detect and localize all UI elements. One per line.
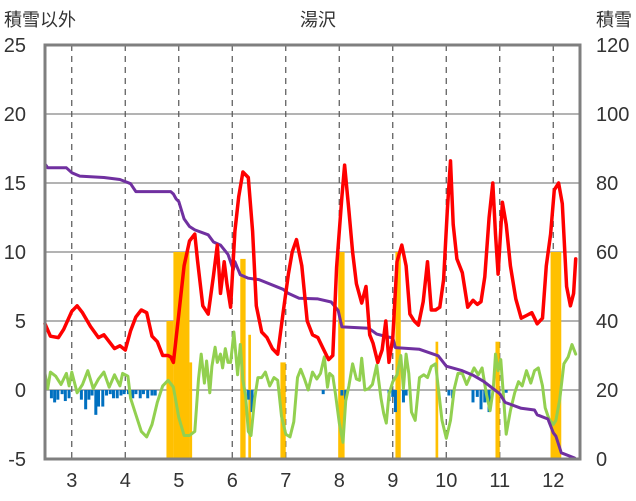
x-tick-label: 4 <box>120 470 131 492</box>
snow-bar <box>435 341 439 459</box>
x-ticks: 3 4 5 6 7 8 9 10 11 12 <box>66 470 564 492</box>
blue-bar <box>105 390 109 396</box>
blue-bar <box>250 390 254 413</box>
blue-bar <box>391 390 395 397</box>
snow-bar <box>395 252 401 459</box>
red-series-line <box>43 159 578 365</box>
blue-bar <box>90 390 94 396</box>
blue-bar <box>153 390 157 396</box>
y-left-tick-label: 10 <box>4 242 26 264</box>
blue-bar <box>122 390 126 395</box>
left-y-ticks: 25 20 15 10 5 0 -5 <box>4 35 26 471</box>
blue-bar <box>67 390 71 399</box>
blue-bar <box>134 390 138 395</box>
snow-bar <box>240 258 246 459</box>
blue-bar <box>94 390 98 415</box>
blue-bar <box>340 390 344 396</box>
left-axis-label: 積雪以外 <box>4 10 76 31</box>
green-series-line <box>43 330 578 444</box>
y-left-tick-label: 20 <box>4 104 26 126</box>
blue-bar <box>101 390 105 407</box>
blue-bar <box>119 390 123 396</box>
y-right-tick-label: 60 <box>596 242 618 264</box>
x-tick-label: 12 <box>542 470 564 492</box>
blue-bar <box>87 390 91 400</box>
blue-bar <box>79 390 83 400</box>
snow-bar <box>166 321 174 459</box>
snow-bar <box>495 341 500 459</box>
blue-bar <box>321 390 325 395</box>
blue-bar <box>56 390 60 400</box>
blue-bar <box>404 390 408 396</box>
snow-bar <box>280 362 286 459</box>
blue-bar <box>63 390 67 402</box>
x-tick-label: 9 <box>387 470 398 492</box>
y-right-tick-label: 0 <box>596 449 607 471</box>
y-right-tick-label: 40 <box>596 311 618 333</box>
blue-bar <box>84 390 88 410</box>
right-axis-label: 積雪 <box>596 10 632 31</box>
blue-bar <box>138 390 142 399</box>
x-tick-label: 3 <box>66 470 77 492</box>
y-left-tick-label: 0 <box>15 380 26 402</box>
blue-bar <box>401 390 405 403</box>
blue-bar <box>475 390 479 397</box>
x-tick-label: 11 <box>489 470 510 492</box>
blue-bar <box>479 390 483 410</box>
right-y-ticks: 120 100 80 60 40 20 0 <box>596 35 629 471</box>
blue-bar <box>246 390 250 400</box>
y-left-tick-label: 25 <box>4 35 26 57</box>
y-right-tick-label: 20 <box>596 380 618 402</box>
blue-bar <box>393 390 397 413</box>
blue-bar <box>483 390 487 403</box>
blue-bar <box>49 390 53 399</box>
blue-bar <box>115 390 119 399</box>
x-tick-label: 7 <box>280 470 291 492</box>
blue-bar <box>141 390 145 395</box>
blue-bar <box>504 390 508 393</box>
x-tick-label: 5 <box>173 470 184 492</box>
y-left-tick-label: 5 <box>15 311 26 333</box>
x-tick-label: 6 <box>227 470 238 492</box>
x-tick-label: 10 <box>435 470 457 492</box>
blue-bar <box>53 390 57 403</box>
snow-bar <box>338 252 345 459</box>
blue-bar <box>108 390 112 395</box>
blue-bar <box>131 390 135 399</box>
y-right-tick-label: 120 <box>596 35 629 57</box>
blue-bar <box>60 390 64 395</box>
snow-bar <box>189 362 193 459</box>
blue-bar <box>471 390 475 403</box>
blue-bar <box>111 390 115 399</box>
chart-title: 湯沢 <box>300 10 336 31</box>
blue-bar <box>97 390 100 407</box>
x-tick-label: 8 <box>334 470 345 492</box>
snow-bar <box>550 252 562 459</box>
y-right-tick-label: 100 <box>596 104 629 126</box>
plot-frame <box>43 43 582 461</box>
blue-bar <box>447 390 451 396</box>
y-right-tick-label: 80 <box>596 173 618 195</box>
blue-bar <box>150 390 154 396</box>
purple-series-line <box>43 162 577 460</box>
snow-bar <box>550 321 554 459</box>
y-left-tick-label: 15 <box>4 173 26 195</box>
y-left-tick-label: -5 <box>8 449 26 471</box>
series-lines <box>43 159 578 460</box>
blue-bar <box>146 390 150 399</box>
